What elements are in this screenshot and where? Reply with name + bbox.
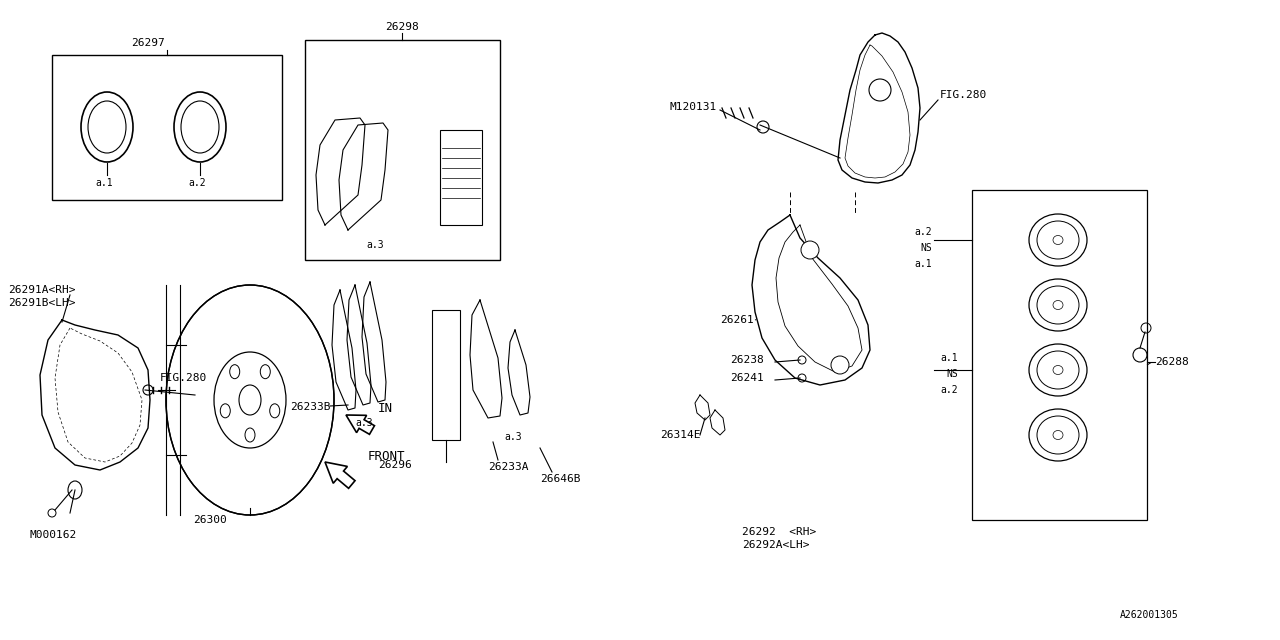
Ellipse shape: [1053, 301, 1062, 310]
Text: NS: NS: [946, 369, 957, 379]
Text: 26297: 26297: [131, 38, 165, 48]
Text: 26241: 26241: [730, 373, 764, 383]
Text: 26292  <RH>: 26292 <RH>: [742, 527, 817, 537]
Text: 26292A<LH>: 26292A<LH>: [742, 540, 809, 550]
Ellipse shape: [801, 241, 819, 259]
Ellipse shape: [270, 404, 280, 418]
Text: a.1: a.1: [95, 178, 113, 188]
Text: a.3: a.3: [355, 418, 372, 428]
Text: FIG.280: FIG.280: [160, 373, 207, 383]
Text: a.3: a.3: [366, 240, 384, 250]
Text: 26233A: 26233A: [488, 462, 529, 472]
Ellipse shape: [214, 352, 285, 448]
Ellipse shape: [1029, 344, 1087, 396]
Text: 26291B<LH>: 26291B<LH>: [8, 298, 76, 308]
Ellipse shape: [1053, 431, 1062, 440]
Ellipse shape: [1037, 416, 1079, 454]
Ellipse shape: [1053, 365, 1062, 374]
Ellipse shape: [1053, 236, 1062, 244]
Ellipse shape: [1029, 214, 1087, 266]
Text: a.3: a.3: [504, 432, 522, 442]
Text: 26298: 26298: [385, 22, 419, 32]
Bar: [52, 55, 282, 200]
Ellipse shape: [1037, 286, 1079, 324]
Ellipse shape: [1029, 409, 1087, 461]
Text: M120131: M120131: [669, 102, 717, 112]
Bar: [433, 310, 460, 440]
Text: FRONT: FRONT: [369, 451, 406, 463]
Ellipse shape: [1029, 279, 1087, 331]
Ellipse shape: [260, 365, 270, 379]
Text: 26646B: 26646B: [540, 474, 581, 484]
Text: a.2: a.2: [914, 227, 932, 237]
Ellipse shape: [166, 285, 334, 515]
Text: 26314E: 26314E: [660, 430, 700, 440]
Text: a.2: a.2: [188, 178, 206, 188]
Text: 26291A<RH>: 26291A<RH>: [8, 285, 76, 295]
Text: 26288: 26288: [1155, 357, 1189, 367]
Text: A262001305: A262001305: [1120, 610, 1179, 620]
Bar: [440, 130, 483, 225]
Text: a.1: a.1: [914, 259, 932, 269]
Text: a.2: a.2: [941, 385, 957, 395]
Ellipse shape: [244, 428, 255, 442]
Text: 26300: 26300: [193, 515, 227, 525]
Ellipse shape: [220, 404, 230, 418]
Text: NS: NS: [920, 243, 932, 253]
Text: 26233B: 26233B: [291, 402, 330, 412]
Text: 26261: 26261: [719, 315, 754, 325]
Ellipse shape: [831, 356, 849, 374]
Bar: [972, 190, 1147, 520]
Bar: [305, 40, 500, 260]
Ellipse shape: [1037, 221, 1079, 259]
Text: 26238: 26238: [730, 355, 764, 365]
Text: M000162: M000162: [29, 530, 77, 540]
Text: IN: IN: [378, 401, 393, 415]
Ellipse shape: [1037, 351, 1079, 389]
Ellipse shape: [229, 365, 239, 379]
Text: FIG.280: FIG.280: [940, 90, 987, 100]
Text: a.1: a.1: [941, 353, 957, 363]
Polygon shape: [753, 215, 870, 385]
Ellipse shape: [239, 385, 261, 415]
Text: 26296: 26296: [378, 460, 412, 470]
